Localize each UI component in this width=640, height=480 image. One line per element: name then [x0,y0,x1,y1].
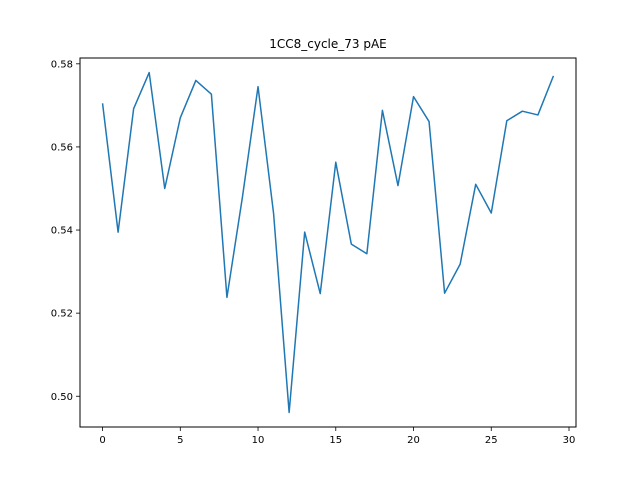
series-line [101,71,555,414]
y-axis: 0.50 0.52 0.54 0.56 0.58 [51,59,80,403]
y-tick-label: 0.50 [51,392,73,403]
x-tick-label: 15 [329,435,342,446]
y-tick-label: 0.58 [51,59,73,70]
y-tick-label: 0.52 [51,309,73,320]
x-axis: 0 5 10 15 20 25 30 [99,427,575,446]
x-tick-label: 20 [407,435,420,446]
chart-title: 1CC8_cycle_73 pAE [269,37,387,51]
plot-frame [79,57,577,428]
x-tick-label: 30 [563,435,576,446]
x-tick-label: 0 [99,435,105,446]
x-tick-label: 5 [177,435,183,446]
plot-area [101,71,555,414]
x-tick-label: 25 [485,435,498,446]
y-tick-label: 0.54 [51,226,73,237]
y-tick-label: 0.56 [51,142,73,153]
x-tick-label: 10 [252,435,265,446]
